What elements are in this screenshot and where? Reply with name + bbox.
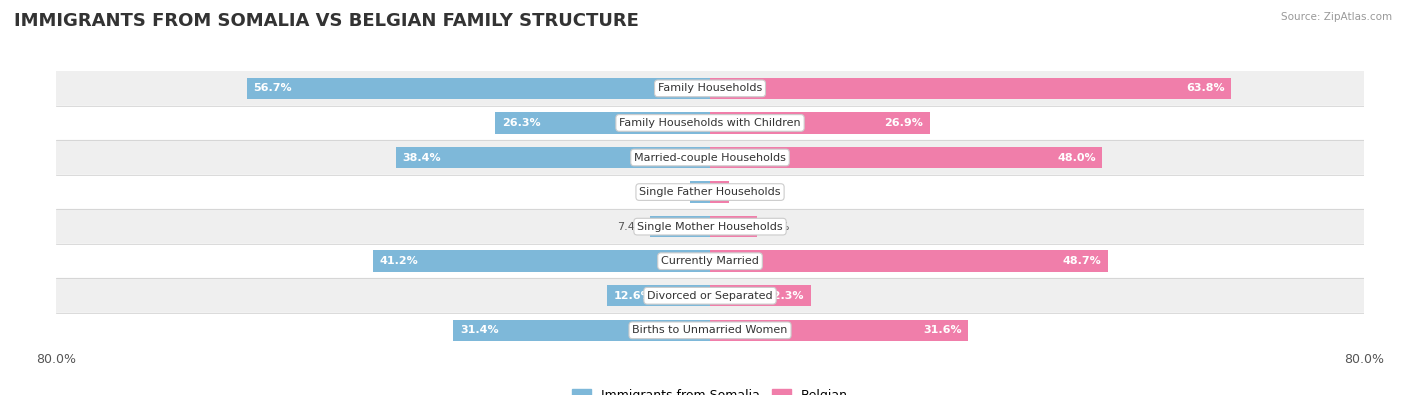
Bar <box>710 181 728 203</box>
Text: 26.9%: 26.9% <box>884 118 924 128</box>
Text: Family Households: Family Households <box>658 83 762 93</box>
Text: Currently Married: Currently Married <box>661 256 759 266</box>
Text: 2.3%: 2.3% <box>733 187 761 197</box>
Bar <box>374 250 710 272</box>
Text: 48.0%: 48.0% <box>1057 152 1095 162</box>
Text: 48.7%: 48.7% <box>1063 256 1101 266</box>
Text: IMMIGRANTS FROM SOMALIA VS BELGIAN FAMILY STRUCTURE: IMMIGRANTS FROM SOMALIA VS BELGIAN FAMIL… <box>14 12 638 30</box>
Text: Family Households with Children: Family Households with Children <box>619 118 801 128</box>
Text: 41.2%: 41.2% <box>380 256 419 266</box>
Text: Divorced or Separated: Divorced or Separated <box>647 291 773 301</box>
Bar <box>396 147 710 168</box>
Bar <box>689 181 710 203</box>
Bar <box>56 313 1364 348</box>
Text: 31.4%: 31.4% <box>460 325 499 335</box>
Bar <box>710 112 929 134</box>
Bar <box>710 78 1232 99</box>
Text: 12.6%: 12.6% <box>613 291 652 301</box>
Bar <box>710 147 1102 168</box>
Bar <box>710 216 758 237</box>
Text: 38.4%: 38.4% <box>402 152 441 162</box>
Bar <box>56 140 1364 175</box>
Text: 7.4%: 7.4% <box>617 222 645 231</box>
Text: Single Mother Households: Single Mother Households <box>637 222 783 231</box>
Text: 63.8%: 63.8% <box>1187 83 1225 93</box>
Text: 26.3%: 26.3% <box>502 118 540 128</box>
Bar <box>710 250 1108 272</box>
Bar <box>710 320 969 341</box>
Text: Source: ZipAtlas.com: Source: ZipAtlas.com <box>1281 12 1392 22</box>
Text: 56.7%: 56.7% <box>253 83 292 93</box>
Bar <box>246 78 710 99</box>
Bar <box>56 244 1364 278</box>
Text: Single Father Households: Single Father Households <box>640 187 780 197</box>
Bar <box>650 216 710 237</box>
Text: 5.8%: 5.8% <box>762 222 790 231</box>
Text: 2.5%: 2.5% <box>657 187 686 197</box>
Bar <box>56 278 1364 313</box>
Text: Births to Unmarried Women: Births to Unmarried Women <box>633 325 787 335</box>
Bar <box>495 112 710 134</box>
Bar <box>56 106 1364 140</box>
Bar <box>607 285 710 307</box>
Legend: Immigrants from Somalia, Belgian: Immigrants from Somalia, Belgian <box>572 389 848 395</box>
Text: 31.6%: 31.6% <box>924 325 962 335</box>
Text: 12.3%: 12.3% <box>765 291 804 301</box>
Text: Married-couple Households: Married-couple Households <box>634 152 786 162</box>
Bar <box>56 71 1364 106</box>
Bar <box>710 285 810 307</box>
Bar <box>453 320 710 341</box>
Bar <box>56 209 1364 244</box>
Bar <box>56 175 1364 209</box>
